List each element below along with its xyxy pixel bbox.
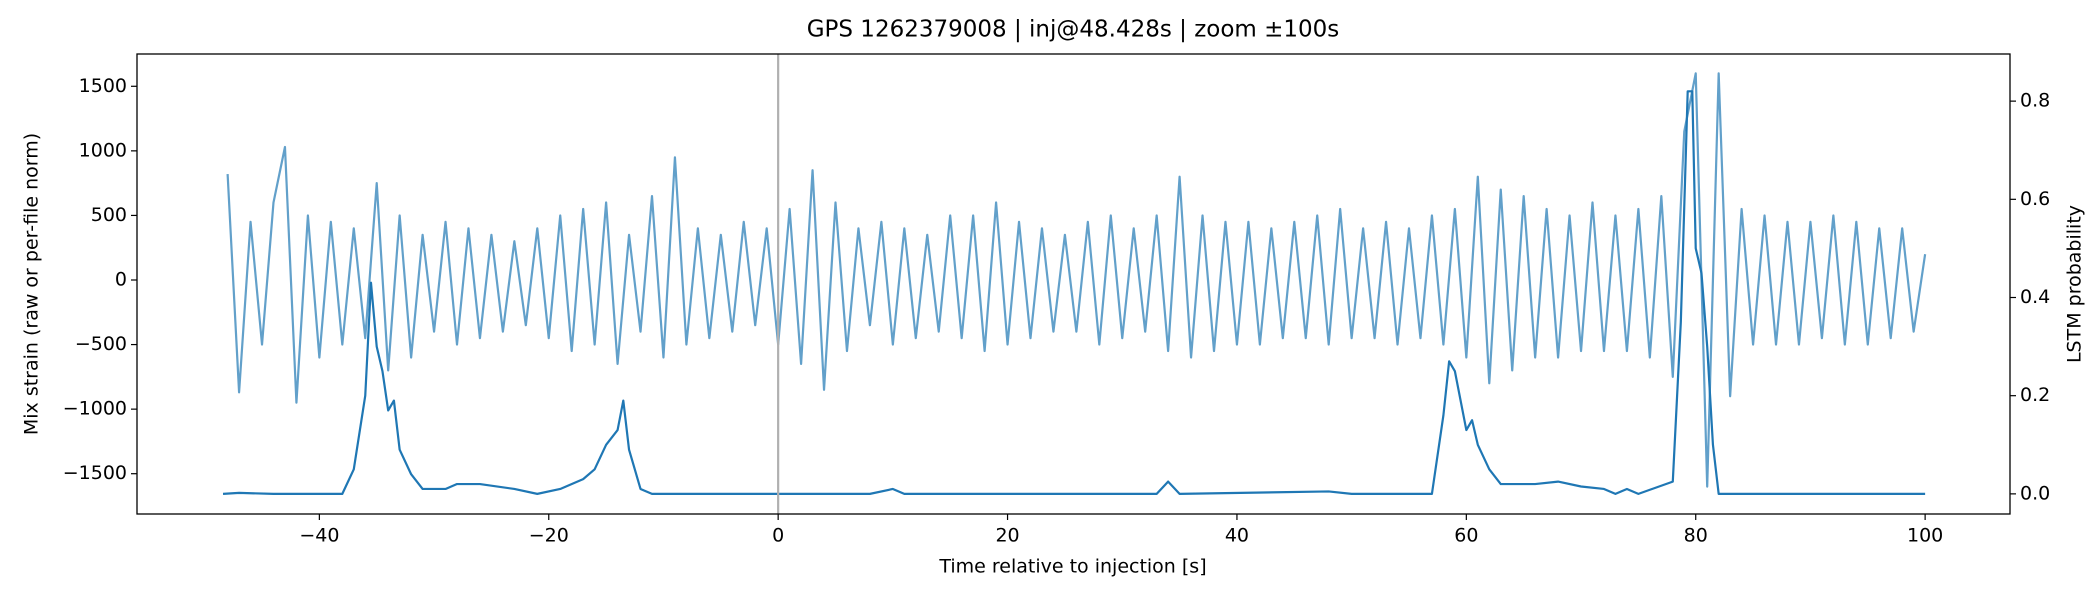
y2-tick-label: 0.8 <box>2020 90 2050 112</box>
y-tick-label: −1000 <box>63 398 127 420</box>
y2-tick-label: 0.4 <box>2020 286 2050 308</box>
data-line <box>222 90 1926 495</box>
y-tick-label: 1000 <box>79 139 127 161</box>
data-line <box>226 72 1927 488</box>
y-tick-label: −1500 <box>63 462 127 484</box>
y2-tick-label: 0.6 <box>2020 188 2050 210</box>
x-axis-label: Time relative to injection [s] <box>938 556 1206 578</box>
plot-area <box>222 54 1927 514</box>
y2-tick-label: 0.0 <box>2020 482 2050 504</box>
chart-title: GPS 1262379008 | inj@48.428s | zoom ±100… <box>807 17 1340 43</box>
x-tick-label: −20 <box>529 525 569 547</box>
x-tick-label: 40 <box>1225 525 1249 547</box>
x-tick-label: −40 <box>299 525 339 547</box>
y-tick-label: −500 <box>75 333 127 355</box>
y2-axis-label: LSTM probability <box>2064 205 2086 363</box>
x-tick-label: 80 <box>1684 525 1708 547</box>
y-tick-label: 500 <box>91 204 127 226</box>
plot-frame <box>136 53 2011 515</box>
x-tick-label: 0 <box>772 525 784 547</box>
x-tick-label: 100 <box>1907 525 1943 547</box>
y-tick-label: 0 <box>115 268 127 290</box>
y-axis-label: Mix strain (raw or per-file norm) <box>21 133 43 435</box>
x-tick-label: 20 <box>995 525 1019 547</box>
x-tick-label: 60 <box>1454 525 1478 547</box>
y-tick-label: 1500 <box>79 75 127 97</box>
y2-tick-label: 0.2 <box>2020 384 2050 406</box>
